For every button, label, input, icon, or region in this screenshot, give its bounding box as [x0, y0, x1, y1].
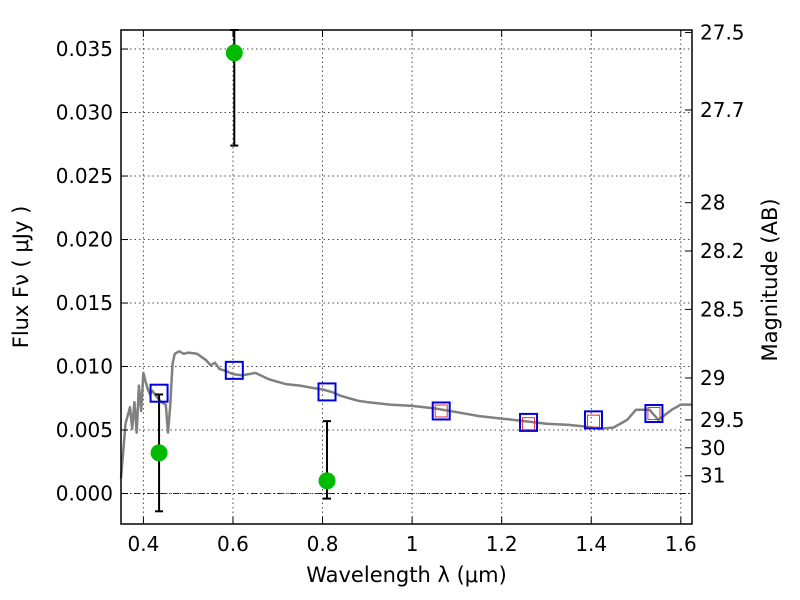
y2-tick-label: 30	[700, 436, 725, 460]
plot-frame	[120, 29, 693, 525]
y-axis-title: Flux Fν ( μJy )	[9, 206, 33, 349]
observed-square	[434, 404, 448, 418]
observed-square	[647, 407, 661, 421]
model-photometry-square	[583, 410, 603, 430]
y-tick-label: 0.015	[56, 291, 113, 315]
model-spectrum-line	[119, 350, 692, 479]
x-tick-label: 0.8	[307, 532, 339, 556]
detection-point	[318, 472, 336, 490]
x-tick-label: 1.2	[486, 532, 518, 556]
y2-tick-label: 29	[700, 366, 725, 390]
tick-layer: 0.4 0.6 0.8 1 1.2 1.4 1.6 0.000 0.005 0.010 0.015 0…	[56, 21, 745, 556]
x-tick-label: 1.4	[575, 532, 607, 556]
detection-point	[225, 44, 243, 62]
x-tick-label: 0.4	[127, 532, 159, 556]
y2-tick-label: 27.5	[700, 21, 745, 45]
y2-tick-label: 31	[700, 464, 725, 488]
observed-square	[586, 414, 600, 428]
y-tick-label: 0.025	[56, 164, 113, 188]
model-photometry-square	[644, 404, 664, 424]
y-tick-label: 0.020	[56, 228, 113, 252]
y-tick-label: 0.000	[56, 482, 113, 506]
x-tick-label: 1.6	[665, 532, 697, 556]
grid-layer	[121, 30, 692, 524]
y-tick-label: 0.030	[56, 101, 113, 125]
y2-tick-label: 29.5	[700, 408, 745, 432]
y2-axis-title: Magnitude (AB)	[758, 198, 782, 361]
errorbar-layer	[155, 29, 332, 513]
y-tick-label: 0.010	[56, 355, 113, 379]
detection-point	[150, 444, 168, 462]
model-photometry-square	[224, 360, 244, 380]
y2-tick-label: 28.5	[700, 297, 745, 321]
y2-tick-label: 28.2	[700, 239, 745, 263]
x-axis-title: Wavelength λ (μm)	[306, 563, 507, 587]
model-photometry-square	[519, 412, 539, 432]
model-layer	[119, 350, 692, 479]
y2-tick-label: 28	[700, 191, 725, 215]
y-tick-label: 0.035	[56, 37, 113, 61]
y2-tick-label: 27.7	[700, 98, 745, 122]
model-photometry-square	[431, 401, 451, 421]
model-photometry-square	[149, 383, 169, 403]
marker-layer	[149, 44, 664, 490]
x-tick-label: 0.6	[217, 532, 249, 556]
observed-square	[522, 417, 536, 431]
model-photometry-square	[317, 382, 337, 402]
x-tick-label: 1	[406, 532, 419, 556]
y-tick-label: 0.005	[56, 418, 113, 442]
